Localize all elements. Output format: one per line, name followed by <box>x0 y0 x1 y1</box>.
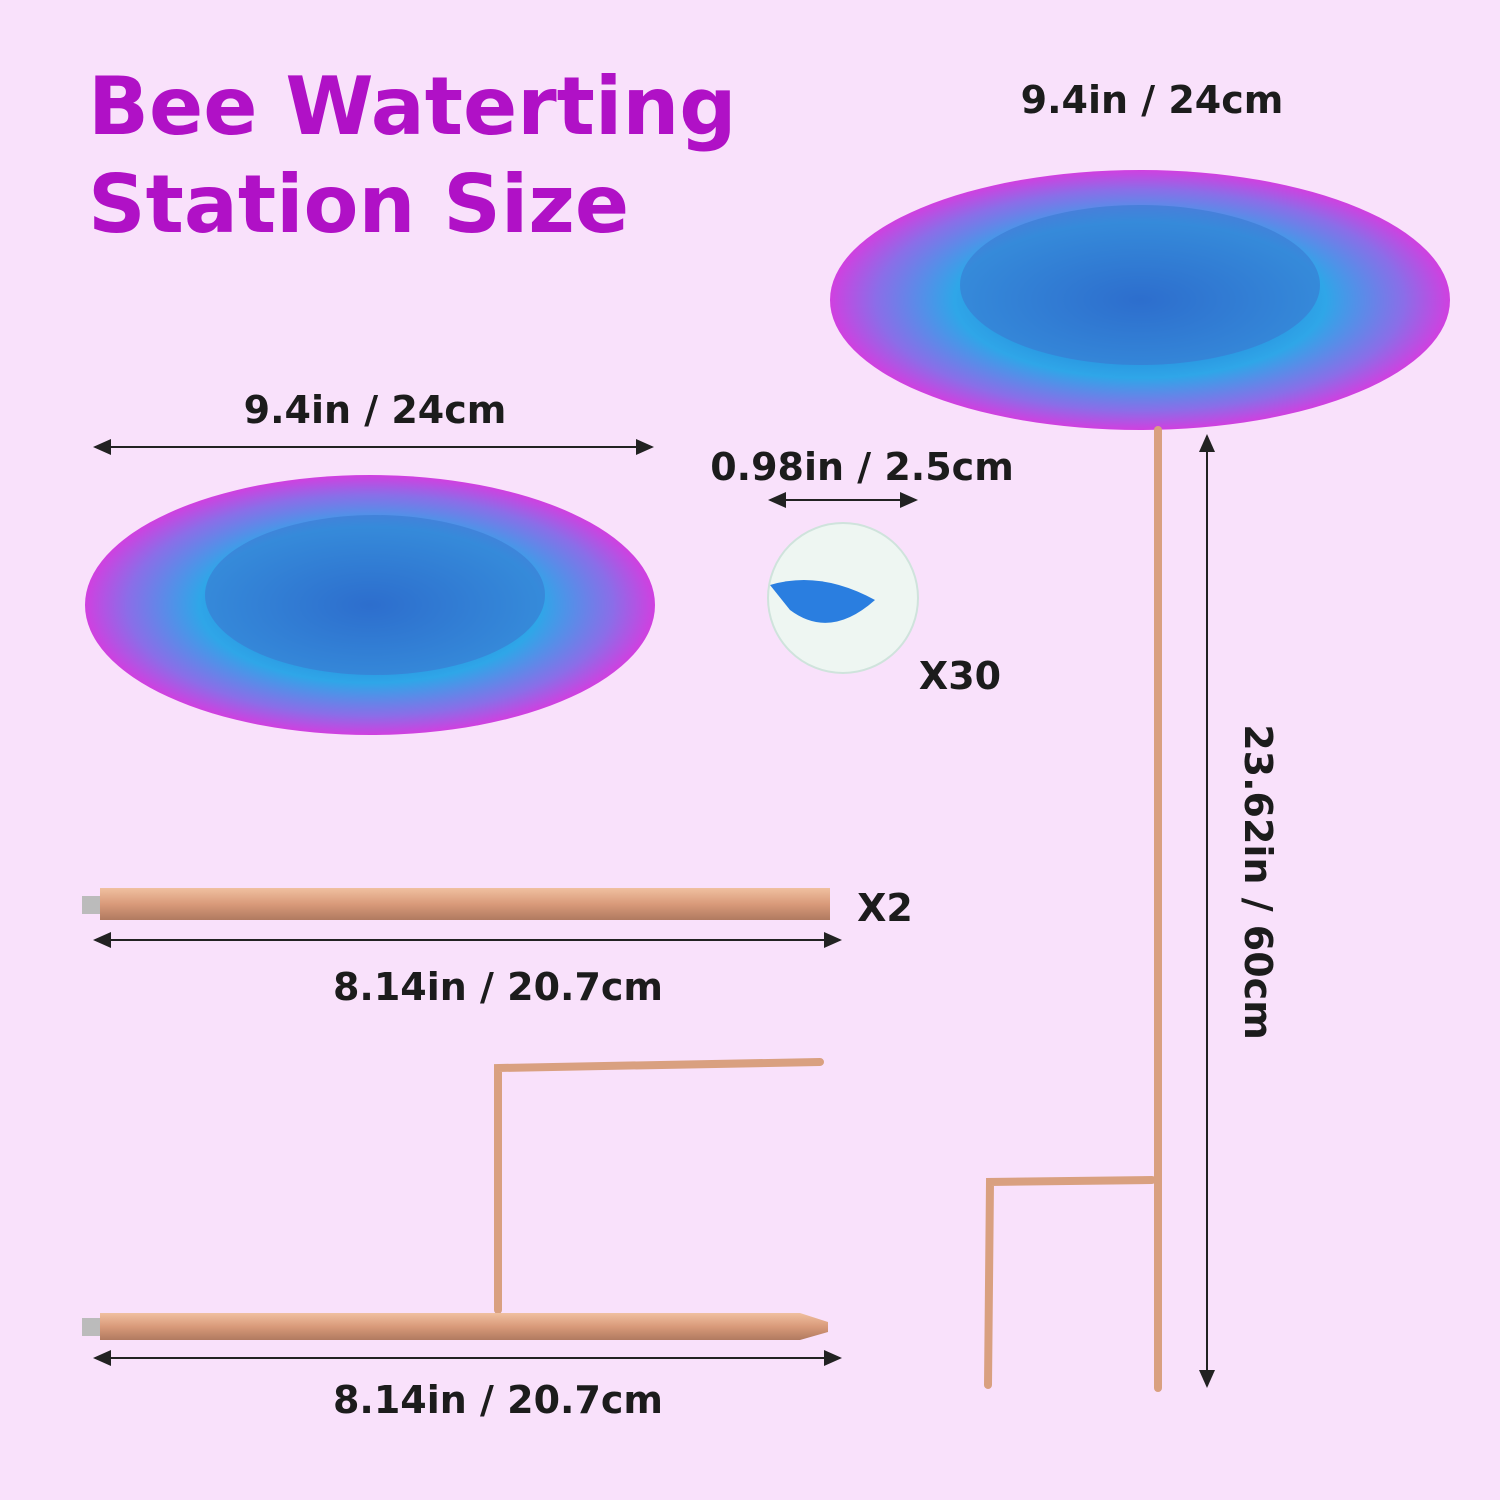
stake-image <box>984 426 1162 1392</box>
rod-count-label: X2 <box>857 886 913 930</box>
dish-width-label: 9.4in / 24cm <box>243 388 507 432</box>
marble-image <box>767 522 919 674</box>
top-dish-image <box>830 170 1450 430</box>
total-height-label: 23.62in / 60cm <box>1236 724 1280 1040</box>
stake-length-label: 8.14in / 20.7cm <box>332 1378 664 1422</box>
marble-count-label: X30 <box>918 654 1002 698</box>
title-line-2: Station Size <box>88 158 630 251</box>
title-line-1: Bee Waterting <box>88 60 737 153</box>
page-title: Bee Waterting Station Size <box>88 58 737 254</box>
ground-stake-image <box>82 1058 828 1340</box>
dish-image <box>85 475 655 735</box>
rod-length-label: 8.14in / 20.7cm <box>332 965 664 1009</box>
top-dish-width-label: 9.4in / 24cm <box>1020 78 1284 122</box>
marble-diameter-label: 0.98in / 2.5cm <box>710 445 1014 489</box>
extension-rod-image <box>82 888 830 920</box>
